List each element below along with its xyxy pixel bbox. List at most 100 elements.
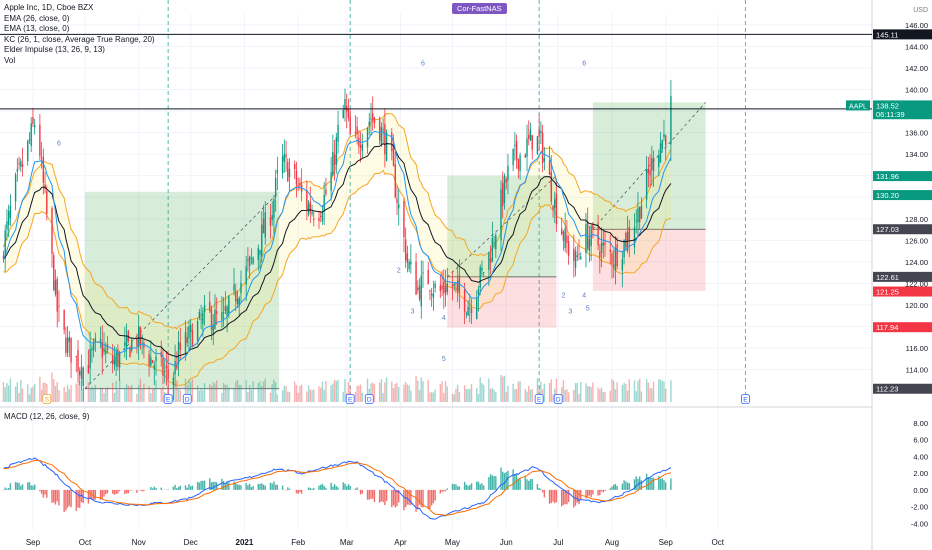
candle-body	[224, 305, 227, 311]
candle-body	[75, 356, 77, 358]
macd-legend[interactable]: MACD (12, 26, close, 9)	[4, 412, 90, 421]
macd-histogram-bar	[281, 485, 284, 490]
price-label	[873, 383, 932, 394]
candle-body	[155, 356, 157, 361]
legend-ema26[interactable]: EMA (26, close, 0)	[4, 13, 70, 23]
macd-histogram-bar	[398, 489, 400, 503]
candle-body	[44, 184, 46, 189]
legend-kc[interactable]: KC (26, 1, close, Average True Range, 20…	[4, 34, 155, 44]
candle-body	[212, 324, 214, 335]
volume-bar	[451, 393, 454, 402]
macd-histogram-bar	[481, 483, 483, 490]
candle-body	[283, 153, 286, 162]
volume-bar	[645, 379, 648, 402]
candle-body	[358, 137, 360, 147]
volume-bar	[441, 381, 443, 402]
macd-histogram-bar	[269, 482, 272, 490]
horizontal-lines	[0, 33, 872, 110]
volume-bar	[295, 385, 298, 402]
month-tick: 2021	[236, 538, 254, 547]
candle-body	[488, 252, 490, 270]
macd-histogram-bar	[184, 485, 187, 490]
candle-body	[66, 337, 69, 353]
macd-histogram-bar	[51, 489, 53, 503]
candle-body	[663, 133, 665, 138]
volume-bar	[87, 382, 90, 402]
candle-body	[143, 342, 145, 348]
volume-bar	[124, 388, 126, 402]
macd-tick: 2.00	[913, 469, 928, 478]
macd-histogram-bar	[186, 487, 188, 490]
macd-histogram-bar	[645, 473, 648, 490]
macd-histogram-bar	[261, 483, 263, 490]
candle-body	[453, 283, 455, 286]
volume-bar	[592, 382, 594, 402]
candle-body	[165, 365, 168, 369]
macd-histogram-bar	[550, 489, 552, 504]
macd-histogram-bar	[198, 482, 201, 490]
price-label-text: 138.52	[876, 101, 899, 110]
macd-histogram-bar	[235, 483, 237, 490]
wave-label: 5	[442, 356, 446, 363]
macd-histogram-bar	[463, 481, 466, 490]
legend-ema13[interactable]: EMA (13, close, 0)	[4, 24, 70, 33]
volume-bar	[160, 388, 162, 402]
macd-histogram-bar	[512, 469, 514, 490]
volume-bar	[7, 385, 10, 402]
volume-bar	[42, 382, 45, 402]
volume-bar	[103, 392, 105, 402]
volume-bar	[150, 393, 152, 402]
macd-histogram-bar	[18, 482, 20, 490]
volume-bar	[344, 379, 346, 402]
volume-bar	[517, 381, 520, 402]
macd-histogram-bar	[33, 484, 36, 490]
volume-bar	[670, 380, 672, 402]
volume-bar	[555, 378, 558, 402]
macd-histogram-bar	[359, 489, 362, 495]
macd-histogram-bar	[576, 489, 578, 503]
macd-histogram-bar	[456, 486, 459, 490]
volume-bar	[602, 392, 604, 402]
price-label	[873, 29, 932, 40]
volume-bar	[531, 388, 533, 402]
candle-body	[470, 308, 473, 314]
candle-body	[541, 133, 544, 164]
volume-bar	[482, 384, 485, 402]
price-label-text: 06:11:39	[876, 110, 905, 119]
candle-body	[53, 255, 55, 290]
macd-histogram-bar	[458, 486, 461, 490]
volume-bar	[99, 387, 102, 402]
macd-histogram-bar	[94, 489, 97, 500]
volume-bar	[665, 388, 667, 402]
volume-bar	[481, 383, 483, 402]
month-tick: Apr	[394, 538, 407, 547]
volume-bar	[337, 379, 339, 402]
legend-vol[interactable]: Vol	[4, 55, 16, 65]
macd-histogram-bar	[259, 483, 261, 490]
candle-body	[611, 253, 613, 264]
volume-bar	[137, 385, 140, 402]
legend-elder[interactable]: Elder Impulse (13, 26, 9, 13)	[4, 45, 105, 54]
volume-bar	[628, 379, 630, 402]
volume-bar	[127, 385, 129, 402]
macd-histogram-bar	[625, 481, 627, 490]
legend-symbol[interactable]: Apple Inc, 1D, Cboe BZX	[4, 3, 94, 12]
volume-bar	[543, 383, 546, 402]
macd-histogram-bar	[580, 489, 582, 500]
macd-histogram-bar	[68, 489, 71, 506]
price-label	[873, 224, 932, 235]
volume-bar	[65, 392, 67, 402]
macd-histogram-bar	[574, 489, 577, 506]
macd-histogram-bar	[410, 489, 412, 506]
event-marker	[741, 394, 750, 404]
candle-body	[92, 342, 95, 351]
volume-bar	[576, 383, 578, 402]
macd-histogram-bar	[665, 482, 667, 490]
candle-body	[28, 139, 31, 141]
candle-body	[196, 321, 199, 341]
candle-body	[21, 163, 24, 167]
price-label-text: 130.20	[876, 191, 899, 200]
macd-histogram-bar	[16, 482, 19, 490]
macd-histogram-bar	[202, 480, 204, 490]
